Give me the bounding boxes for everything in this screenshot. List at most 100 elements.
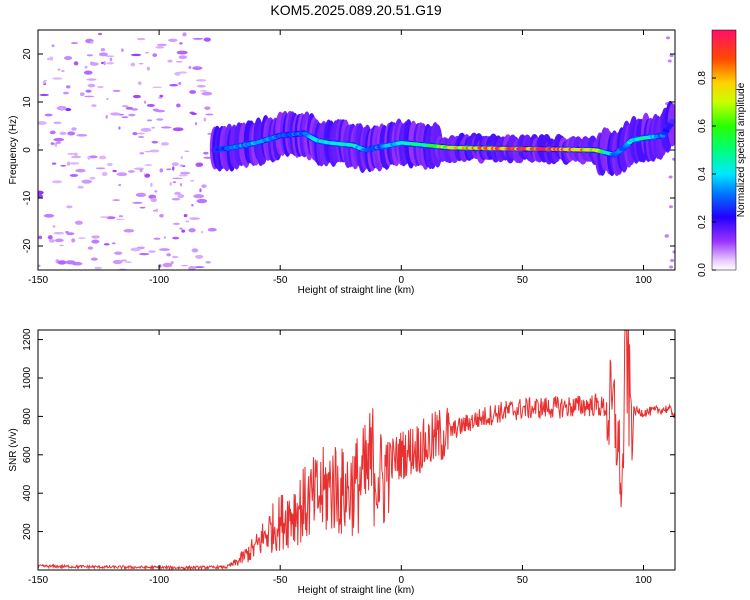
noise-blob xyxy=(180,264,189,267)
noise-blob xyxy=(44,113,53,117)
noise-blob xyxy=(127,170,135,173)
colorbar-ticks: 0.0 0.2 0.4 0.6 0.8 xyxy=(697,71,716,277)
noise-blob xyxy=(166,168,172,171)
colorbar-tick-label: 0.0 xyxy=(697,263,708,277)
noise-blob xyxy=(190,179,195,182)
noise-blob xyxy=(179,183,183,187)
noise-blob xyxy=(668,175,673,179)
snr-x-label: Height of straight line (km) xyxy=(298,585,415,596)
noise-blob xyxy=(665,36,670,40)
x-tick-label: -150 xyxy=(28,275,48,286)
noise-blob xyxy=(160,142,169,146)
noise-blob xyxy=(54,142,58,148)
noise-blob xyxy=(173,193,182,195)
x-tick-label: -100 xyxy=(149,275,169,286)
noise-blob xyxy=(194,66,201,69)
noise-blob xyxy=(47,57,50,61)
noise-blob xyxy=(65,85,71,89)
noise-blob xyxy=(195,254,204,259)
noise-blob xyxy=(181,229,186,233)
ridge-core xyxy=(663,128,670,133)
noise-blob xyxy=(112,90,121,92)
noise-blob xyxy=(205,113,214,116)
noise-blob xyxy=(138,62,144,65)
noise-blob xyxy=(39,93,50,97)
noise-blob xyxy=(155,46,165,49)
spectrogram-x-label: Height of straight line (km) xyxy=(298,285,415,296)
noise-blob xyxy=(83,70,93,75)
noise-blob xyxy=(121,116,129,119)
noise-blob xyxy=(159,94,164,98)
noise-blob xyxy=(161,126,172,129)
noise-blob xyxy=(174,72,181,76)
noise-blob xyxy=(171,255,179,259)
noise-blob xyxy=(49,239,55,243)
noise-blob xyxy=(60,164,67,167)
noise-blob xyxy=(193,194,205,199)
noise-blob xyxy=(106,97,109,101)
x-tick-label: 100 xyxy=(635,275,652,286)
noise-blob xyxy=(99,216,109,218)
noise-blob xyxy=(172,236,180,240)
noise-blob xyxy=(176,103,181,108)
noise-blob xyxy=(121,48,124,52)
noise-blob xyxy=(152,53,158,58)
noise-blob xyxy=(191,248,199,253)
noise-blob xyxy=(109,57,113,62)
colorbar-tick-label: 0.4 xyxy=(697,167,708,181)
noise-blob xyxy=(138,136,145,138)
noise-blob xyxy=(178,174,188,177)
noise-blob xyxy=(61,70,65,72)
x-tick-label: 50 xyxy=(517,275,529,286)
colorbar-tick-label: 0.2 xyxy=(697,215,708,229)
colorbar-gradient xyxy=(711,29,737,271)
noise-blob xyxy=(151,140,159,144)
noise-blob xyxy=(67,152,75,155)
noise-blob xyxy=(87,155,91,160)
noise-blob xyxy=(669,265,674,269)
noise-blob xyxy=(51,162,57,165)
noise-blob xyxy=(112,259,123,265)
noise-blob xyxy=(150,197,157,203)
noise-blob xyxy=(192,37,204,40)
noise-blob xyxy=(143,173,146,176)
noise-blob xyxy=(669,54,674,58)
noise-blob xyxy=(98,32,103,36)
noise-blob xyxy=(110,112,121,116)
noise-blob xyxy=(163,236,167,239)
y-tick-label: 800 xyxy=(22,408,33,425)
x-tick-label: 0 xyxy=(399,575,405,586)
noise-blob xyxy=(178,81,182,85)
noise-blob xyxy=(112,199,121,202)
noise-blob xyxy=(42,80,47,84)
noise-blob xyxy=(156,118,164,121)
noise-blob xyxy=(89,62,99,66)
noise-blob xyxy=(55,141,62,145)
noise-blob xyxy=(188,65,192,69)
noise-blob xyxy=(185,220,190,223)
x-tick-label: -150 xyxy=(28,575,48,586)
colorbar-label: Normalized spectral amplitude xyxy=(736,82,747,217)
noise-blob xyxy=(87,83,96,88)
noise-blob xyxy=(139,206,146,209)
noise-blob xyxy=(49,130,56,135)
noise-blob xyxy=(147,119,152,122)
noise-blob xyxy=(52,77,63,80)
y-tick-label: 400 xyxy=(22,484,33,501)
noise-blob xyxy=(175,60,183,63)
noise-blob xyxy=(114,251,123,255)
noise-blob xyxy=(116,218,125,221)
noise-blob xyxy=(105,114,108,119)
spectrogram-y-ticks: -20 -10 0 10 20 xyxy=(22,48,675,253)
noise-blob xyxy=(200,90,208,92)
noise-blob xyxy=(193,266,205,269)
noise-blob xyxy=(38,121,47,125)
noise-blob xyxy=(203,151,209,155)
noise-blob xyxy=(178,55,188,60)
spectrogram-marks xyxy=(38,32,675,270)
noise-blob xyxy=(180,155,183,160)
noise-blob xyxy=(98,52,109,57)
noise-blob xyxy=(152,108,160,112)
noise-blob xyxy=(153,237,161,240)
noise-blob xyxy=(53,137,65,142)
